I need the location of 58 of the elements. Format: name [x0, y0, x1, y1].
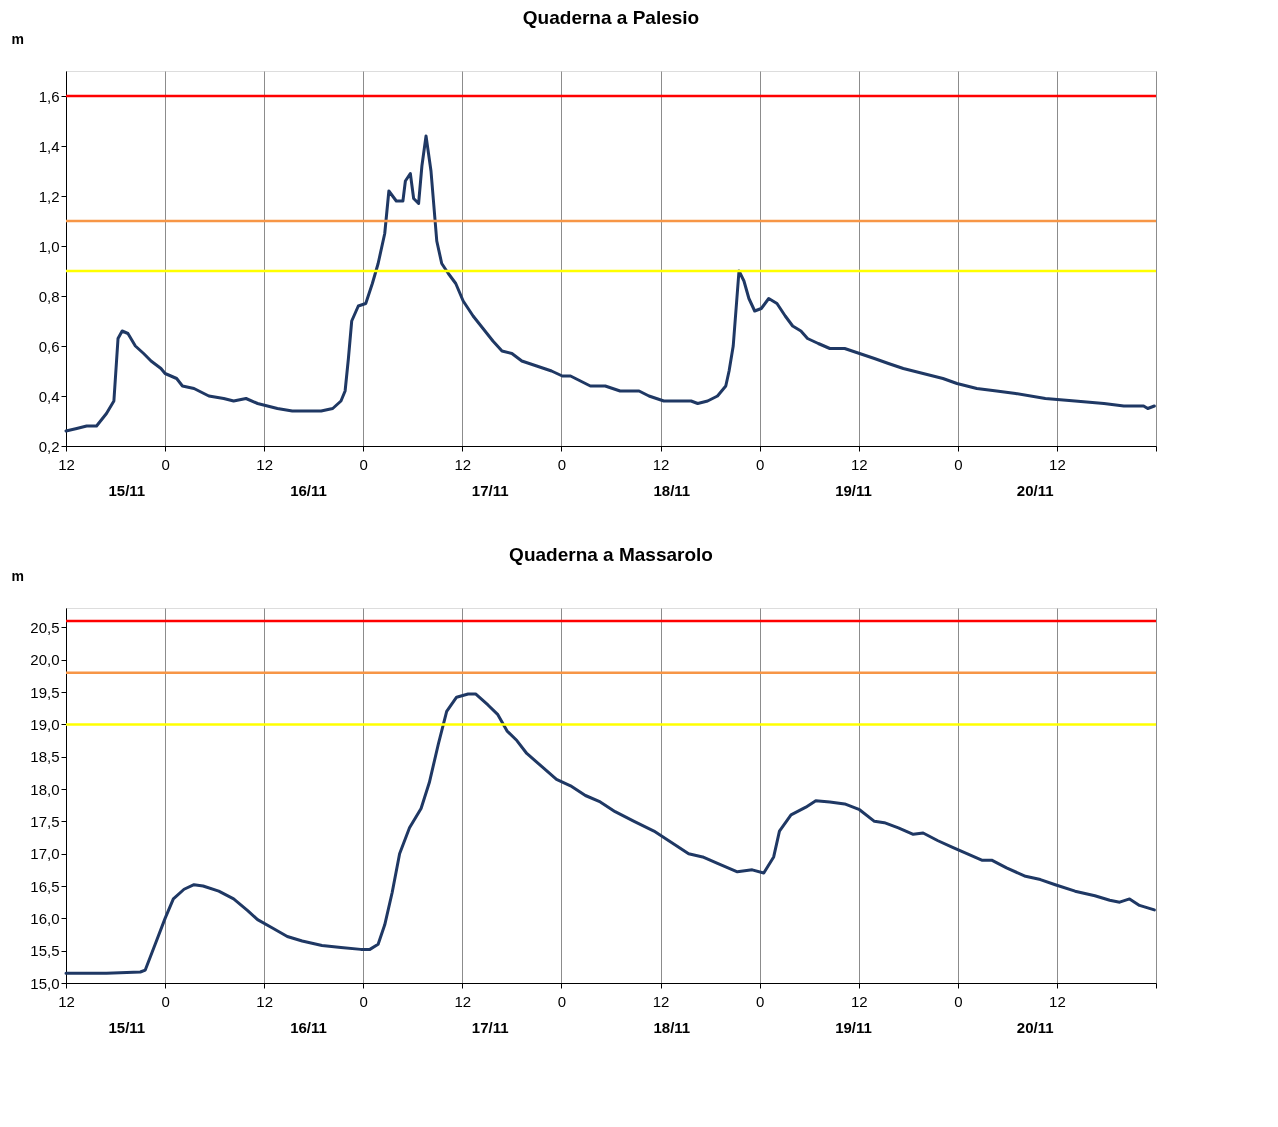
text: 16/11	[290, 1019, 327, 1036]
x-tick-label: 12	[850, 455, 868, 473]
y-tick-label: 15,5	[30, 942, 60, 960]
text: 15/11	[108, 482, 146, 499]
text: 20/11	[1016, 1019, 1054, 1036]
x-tick-label: 12	[850, 992, 868, 1010]
text: 16/11	[290, 482, 327, 499]
y-tick-label: 16,0	[30, 909, 60, 927]
y-tick-label: 16,5	[30, 877, 60, 895]
y-tick-label: 1,2	[38, 187, 60, 205]
x-tick-label: 0	[954, 992, 963, 1010]
text: 15/11	[108, 1019, 146, 1036]
y-tick-label: 1,6	[38, 87, 60, 105]
x-tick-label: 0	[954, 455, 963, 473]
x-tick-label: 0	[755, 455, 765, 473]
y-tick-label: 0,6	[38, 337, 60, 355]
y-tick-label: 0,4	[38, 387, 60, 405]
y-tick-label: 17,5	[30, 812, 60, 830]
x-tick-label: 0	[161, 992, 170, 1010]
x-tick-label: 12	[652, 455, 670, 473]
y-tick-label: 19,0	[30, 715, 60, 733]
y-tick-label: 0,2	[38, 437, 60, 455]
x-tick-label: 12	[454, 455, 472, 473]
x-tick-label: 12	[1049, 992, 1066, 1010]
y-axis-title: m	[11, 567, 24, 584]
y-tick-label: 1,0	[38, 237, 60, 255]
text: 18/11	[653, 1019, 691, 1036]
text: 19/11	[835, 482, 872, 499]
y-tick-label: 18,0	[30, 780, 60, 798]
x-tick-label: 12	[58, 992, 75, 1010]
y-tick-label: 17,0	[30, 845, 60, 863]
x-tick-label: 0	[557, 992, 567, 1010]
y-tick-label: 19,5	[30, 683, 60, 701]
chart-title: Quaderna a Massarolo	[509, 544, 713, 565]
x-tick-label: 0	[359, 455, 368, 473]
text: 17/11	[471, 482, 509, 499]
x-tick-label: 12	[652, 992, 670, 1010]
text: 17/11	[471, 1019, 509, 1036]
x-tick-label: 12	[256, 992, 274, 1010]
x-tick-label: 0	[161, 455, 170, 473]
x-tick-label: 0	[557, 455, 567, 473]
y-tick-label: 15,0	[30, 974, 60, 992]
text: 18/11	[653, 482, 691, 499]
y-axis-title: m	[11, 30, 24, 47]
y-tick-label: 0,8	[38, 287, 60, 305]
y-tick-label: 20,0	[30, 651, 60, 669]
x-tick-label: 0	[755, 992, 765, 1010]
text: 20/11	[1016, 482, 1054, 499]
x-tick-label: 12	[1049, 455, 1066, 473]
x-tick-label: 12	[454, 992, 472, 1010]
y-tick-label: 18,5	[30, 748, 60, 766]
x-tick-label: 12	[256, 455, 274, 473]
y-tick-label: 20,5	[30, 618, 60, 636]
y-tick-label: 1,4	[38, 137, 60, 155]
text: 19/11	[835, 1019, 872, 1036]
chart-title: Quaderna a Palesio	[522, 7, 700, 28]
x-tick-label: 12	[58, 455, 75, 473]
x-tick-label: 0	[359, 992, 368, 1010]
